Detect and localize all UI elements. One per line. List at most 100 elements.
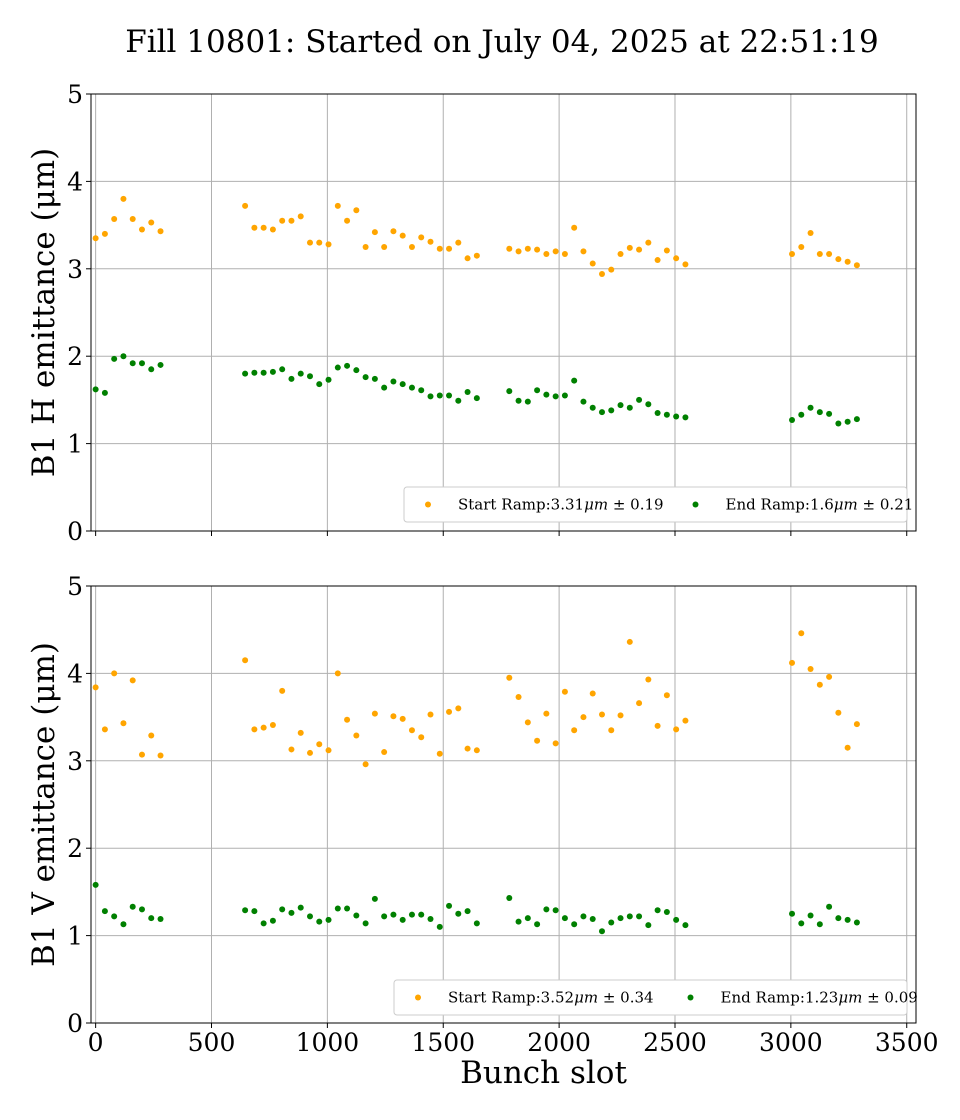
data-point — [473, 395, 480, 402]
data-point — [626, 913, 633, 920]
data-point — [807, 229, 814, 236]
y-tick-label: 1 — [67, 922, 83, 951]
data-point — [242, 907, 249, 914]
data-point — [807, 404, 814, 411]
x-tick-label: 0 — [88, 1028, 104, 1057]
data-point — [148, 366, 155, 373]
data-point — [589, 260, 596, 267]
data-point — [297, 213, 304, 220]
data-point — [371, 229, 378, 236]
data-point — [101, 908, 108, 915]
data-point — [297, 370, 304, 377]
data-point — [399, 916, 406, 923]
data-point — [353, 912, 360, 919]
data-point — [506, 674, 513, 681]
data-point — [835, 709, 842, 716]
y-tick-label: 1 — [67, 430, 83, 459]
end-ramp-series — [92, 881, 860, 935]
data-point — [534, 737, 541, 744]
data-point — [524, 245, 531, 252]
y-tick-label: 4 — [67, 659, 83, 688]
data-point — [515, 693, 522, 700]
data-point — [524, 398, 531, 405]
data-point — [608, 407, 615, 414]
plot-frame — [90, 585, 917, 1024]
data-point — [506, 388, 513, 395]
y-tick-label: 5 — [67, 572, 83, 601]
legend-marker — [415, 994, 421, 1001]
data-point — [251, 908, 258, 915]
data-point — [561, 250, 568, 257]
data-point — [464, 745, 471, 752]
data-point — [306, 749, 313, 756]
data-point — [464, 908, 471, 915]
legend-label: Start Ramp:3.31μm ± 0.19 — [458, 496, 664, 514]
data-point — [111, 355, 118, 362]
data-point — [506, 895, 513, 902]
data-point — [844, 744, 851, 751]
data-point — [129, 215, 136, 222]
data-point — [617, 915, 624, 922]
legend: Start Ramp:3.52μm ± 0.34 End Ramp:1.23μm … — [393, 979, 918, 1016]
data-point — [325, 747, 332, 754]
data-point — [571, 727, 578, 734]
data-point — [371, 710, 378, 717]
data-point — [608, 727, 615, 734]
data-point — [663, 692, 670, 699]
data-point — [561, 392, 568, 399]
data-point — [408, 243, 415, 250]
figure-title: Fill 10801: Started on July 04, 2025 at … — [125, 24, 879, 60]
data-point — [260, 369, 267, 376]
legend-label: Start Ramp:3.52μm ± 0.34 — [448, 989, 654, 1007]
data-point — [334, 670, 341, 677]
y-tick-label: 3 — [67, 255, 83, 284]
data-point — [673, 255, 680, 262]
data-point — [381, 749, 388, 756]
data-point — [455, 397, 462, 404]
data-point — [157, 915, 164, 922]
data-point — [418, 911, 425, 918]
data-point — [399, 715, 406, 722]
data-point — [269, 226, 276, 233]
data-point — [552, 907, 559, 914]
data-point — [598, 271, 605, 278]
data-point — [381, 384, 388, 391]
data-point — [789, 417, 796, 424]
data-point — [473, 747, 480, 754]
data-point — [798, 630, 805, 637]
data-point — [673, 413, 680, 420]
data-point — [816, 921, 823, 928]
data-point — [798, 243, 805, 250]
data-point — [157, 361, 164, 368]
data-point — [362, 761, 369, 768]
data-point — [789, 250, 796, 257]
data-point — [436, 392, 443, 399]
data-point — [92, 235, 99, 242]
data-point — [408, 384, 415, 391]
data-point — [561, 915, 568, 922]
data-point — [120, 353, 127, 360]
data-point — [645, 239, 652, 246]
data-point — [390, 713, 397, 720]
data-point — [306, 913, 313, 920]
data-point — [399, 232, 406, 239]
y-tick-label: 5 — [67, 80, 83, 109]
data-point — [798, 411, 805, 418]
legend-marker — [425, 501, 431, 508]
data-point — [543, 391, 550, 398]
data-point — [325, 241, 332, 248]
data-point — [853, 919, 860, 926]
data-point — [344, 905, 351, 912]
data-point — [844, 418, 851, 425]
data-point — [251, 369, 258, 376]
data-point — [473, 920, 480, 927]
data-point — [260, 724, 267, 731]
data-point — [455, 705, 462, 712]
data-point — [325, 916, 332, 923]
data-point — [853, 262, 860, 269]
data-point — [101, 389, 108, 396]
data-point — [288, 909, 295, 916]
data-point — [344, 716, 351, 723]
y-axis-label: B1 V emittance (μm) — [26, 642, 62, 967]
data-point — [92, 684, 99, 691]
